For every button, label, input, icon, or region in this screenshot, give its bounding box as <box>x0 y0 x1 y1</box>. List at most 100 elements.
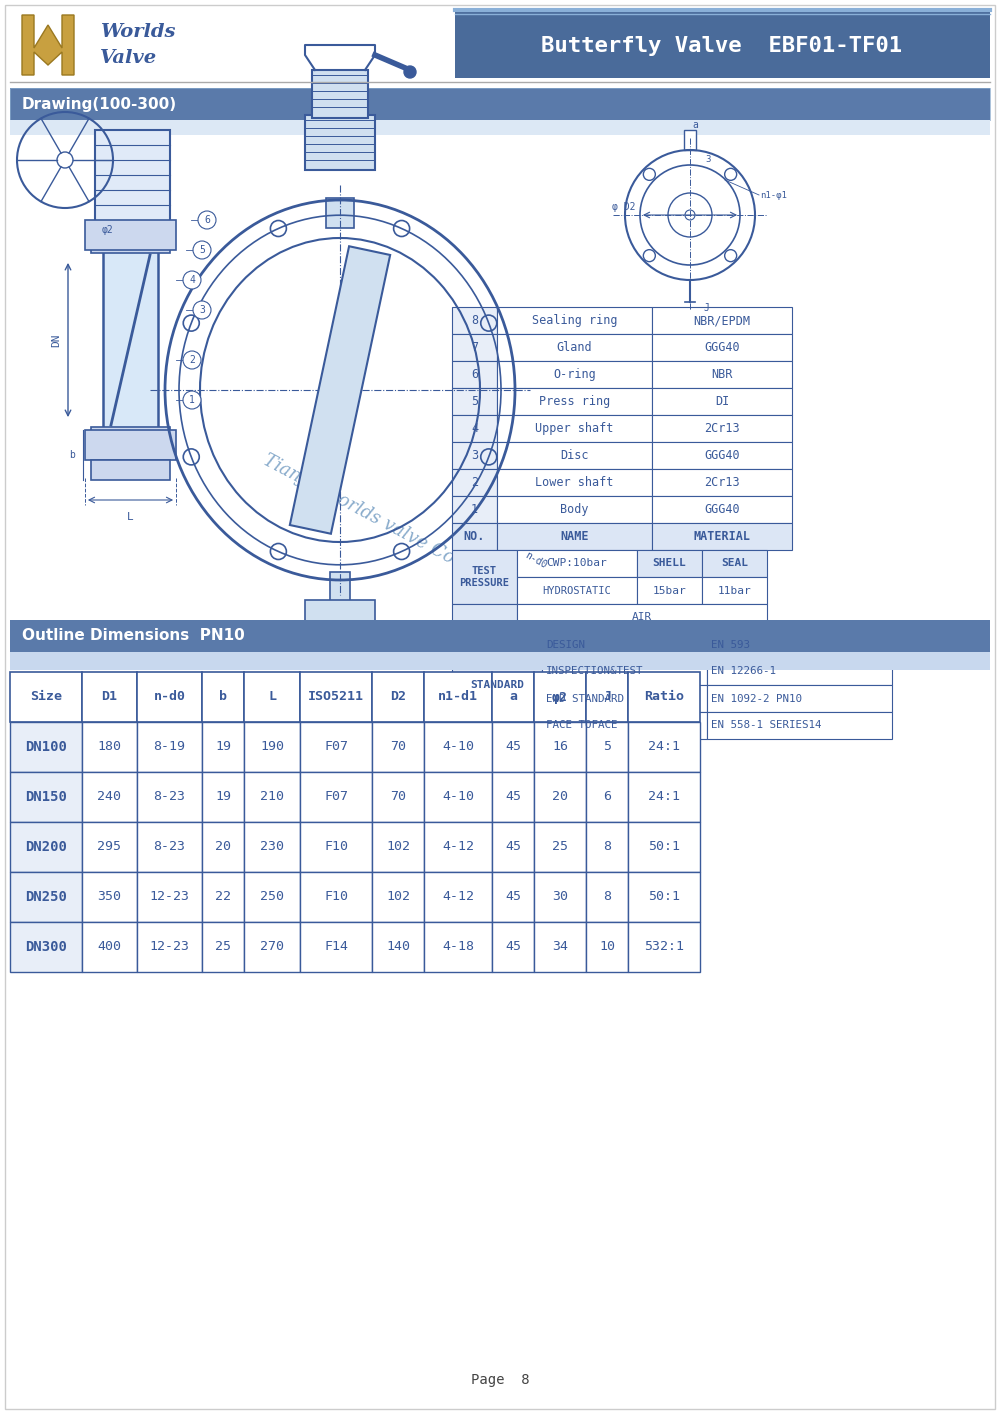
Bar <box>372 822 424 872</box>
Text: AIR: AIR <box>632 612 652 622</box>
Bar <box>372 772 424 822</box>
Text: a: a <box>692 120 698 130</box>
Bar <box>452 414 497 443</box>
Text: 6: 6 <box>603 790 611 803</box>
Bar <box>652 361 792 387</box>
Bar <box>202 672 244 723</box>
Bar <box>300 772 372 822</box>
Bar <box>305 600 375 625</box>
Text: 20: 20 <box>215 840 231 854</box>
Text: 15bar: 15bar <box>653 585 686 595</box>
Bar <box>517 577 637 604</box>
Bar <box>300 872 372 922</box>
Text: Size: Size <box>30 690 62 704</box>
Bar <box>10 619 990 652</box>
Bar <box>137 822 202 872</box>
Text: STANDARD: STANDARD <box>470 680 524 690</box>
Bar <box>534 723 586 772</box>
Text: 8-23: 8-23 <box>154 790 186 803</box>
Bar <box>517 604 767 631</box>
Bar <box>10 723 82 772</box>
Bar <box>497 334 652 361</box>
Text: DESIGN: DESIGN <box>546 639 585 649</box>
Text: 45: 45 <box>505 790 521 803</box>
Text: F07: F07 <box>324 741 348 754</box>
Text: 1: 1 <box>189 395 195 404</box>
Text: 45: 45 <box>505 840 521 854</box>
Text: F14: F14 <box>324 940 348 953</box>
Bar <box>452 443 497 469</box>
Text: 8-19: 8-19 <box>154 741 186 754</box>
Text: 240: 240 <box>98 790 122 803</box>
Bar <box>492 822 534 872</box>
Text: 102: 102 <box>386 840 410 854</box>
Bar <box>424 772 492 822</box>
Bar <box>628 772 700 822</box>
Bar <box>300 822 372 872</box>
Text: 45: 45 <box>505 940 521 953</box>
Text: J: J <box>603 690 611 704</box>
Text: 8: 8 <box>603 840 611 854</box>
Text: 8: 8 <box>603 891 611 904</box>
Polygon shape <box>290 246 390 533</box>
Bar <box>91 427 170 443</box>
Text: 6: 6 <box>204 215 210 225</box>
Bar <box>372 872 424 922</box>
Bar <box>300 723 372 772</box>
Bar <box>10 922 82 971</box>
Bar <box>452 604 517 631</box>
Bar <box>534 822 586 872</box>
Text: 1: 1 <box>471 503 478 516</box>
Text: φ2: φ2 <box>552 690 568 704</box>
Text: 400: 400 <box>98 940 122 953</box>
Bar <box>652 414 792 443</box>
Bar <box>10 872 82 922</box>
Text: D1: D1 <box>102 690 118 704</box>
Text: n1-d1: n1-d1 <box>438 690 478 704</box>
Text: 30: 30 <box>552 891 568 904</box>
Text: 6: 6 <box>471 368 478 380</box>
Bar <box>542 684 707 713</box>
Bar <box>702 550 767 577</box>
Bar <box>455 10 990 78</box>
Bar <box>652 443 792 469</box>
Bar <box>85 221 176 250</box>
Text: 5: 5 <box>471 395 478 409</box>
Bar <box>492 872 534 922</box>
Text: 24:1: 24:1 <box>648 790 680 803</box>
Text: 70: 70 <box>390 741 406 754</box>
Bar <box>497 387 652 414</box>
Text: 19: 19 <box>215 741 231 754</box>
Text: 295: 295 <box>98 840 122 854</box>
Text: 3: 3 <box>471 450 478 462</box>
Circle shape <box>193 240 211 259</box>
Text: 180: 180 <box>98 741 122 754</box>
Text: 4-12: 4-12 <box>442 840 474 854</box>
Text: 2Cr13: 2Cr13 <box>704 477 740 489</box>
Text: DI: DI <box>715 395 729 409</box>
Text: DN300: DN300 <box>25 940 67 954</box>
Text: 10: 10 <box>599 940 615 953</box>
Circle shape <box>198 211 216 229</box>
Bar <box>10 88 990 120</box>
Text: 4-10: 4-10 <box>442 790 474 803</box>
Text: 8: 8 <box>471 314 478 327</box>
Circle shape <box>183 351 201 369</box>
Text: END STANDARD: END STANDARD <box>546 693 624 704</box>
Bar <box>542 658 707 684</box>
Bar <box>586 872 628 922</box>
Bar <box>137 772 202 822</box>
Text: 50:1: 50:1 <box>648 840 680 854</box>
Bar <box>652 523 792 550</box>
Bar <box>586 922 628 971</box>
Text: Upper shaft: Upper shaft <box>535 421 614 436</box>
Text: 12-23: 12-23 <box>150 891 190 904</box>
Bar <box>312 71 368 117</box>
Bar <box>91 460 170 479</box>
Bar <box>452 631 542 740</box>
Bar <box>586 672 628 723</box>
Bar <box>326 198 354 228</box>
Bar <box>497 414 652 443</box>
Bar <box>652 334 792 361</box>
Text: 4-18: 4-18 <box>442 940 474 953</box>
